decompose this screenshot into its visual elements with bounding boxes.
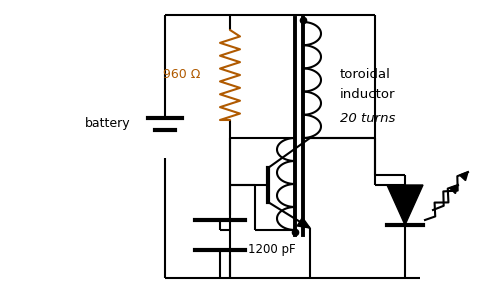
Text: battery: battery bbox=[84, 117, 130, 130]
Polygon shape bbox=[387, 185, 423, 225]
Text: inductor: inductor bbox=[340, 88, 396, 101]
Text: 960 Ω: 960 Ω bbox=[162, 69, 200, 81]
Text: 20 turns: 20 turns bbox=[340, 112, 396, 125]
Polygon shape bbox=[460, 172, 468, 180]
Polygon shape bbox=[297, 217, 310, 228]
Polygon shape bbox=[450, 185, 458, 194]
Text: 1200 pF: 1200 pF bbox=[248, 243, 296, 256]
Text: toroidal: toroidal bbox=[340, 69, 391, 81]
